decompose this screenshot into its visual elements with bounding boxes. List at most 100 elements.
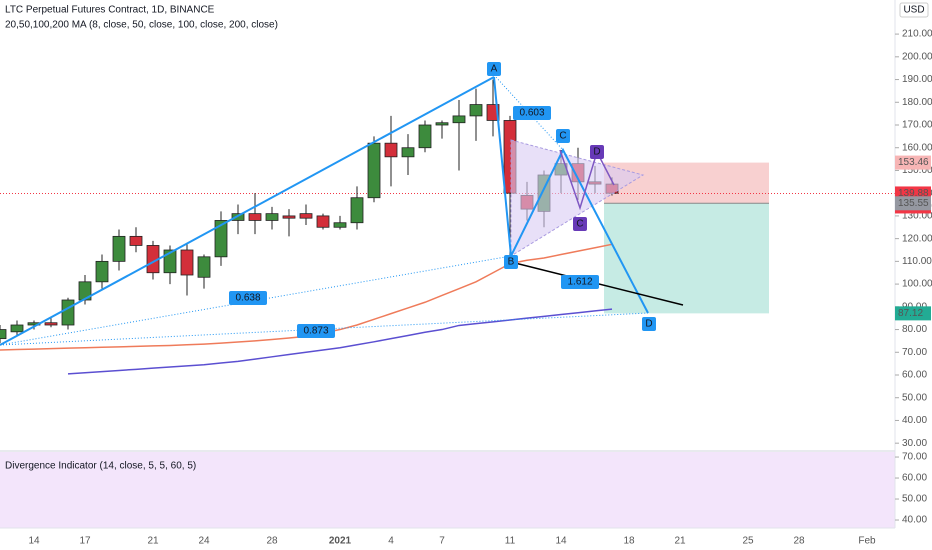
stop-zone bbox=[604, 203, 769, 314]
axes: 30.0040.0050.0060.0070.0080.0090.00100.0… bbox=[28, 29, 932, 547]
y-tick-label: 50.00 bbox=[902, 392, 927, 403]
candle-body bbox=[299, 213, 313, 219]
x-tick-label: 14 bbox=[555, 536, 567, 547]
label-box bbox=[573, 217, 587, 231]
target-zone bbox=[604, 162, 769, 204]
y-tick-label: 80.00 bbox=[902, 324, 927, 335]
candle-body bbox=[435, 122, 449, 126]
candle-body bbox=[44, 322, 58, 326]
candle-body bbox=[282, 215, 296, 219]
xa-line bbox=[0, 76, 495, 346]
y-tick-label: 120.00 bbox=[902, 233, 932, 244]
x-tick-label: 18 bbox=[623, 536, 635, 547]
y-tick-label: 180.00 bbox=[902, 97, 932, 108]
label-box bbox=[561, 275, 599, 289]
candle-body bbox=[384, 142, 398, 158]
candle-body bbox=[452, 115, 466, 124]
candle-body bbox=[180, 249, 194, 276]
x-tick-label: 17 bbox=[79, 536, 91, 547]
candle-body bbox=[95, 260, 109, 283]
x-tick-label: 14 bbox=[28, 536, 40, 547]
y-tick-label: 190.00 bbox=[902, 74, 932, 85]
label-box bbox=[642, 317, 656, 331]
harmonic-pattern bbox=[0, 74, 684, 346]
label-box bbox=[229, 291, 267, 305]
candle-body bbox=[10, 324, 24, 333]
candle-body bbox=[316, 215, 330, 228]
x-tick-label: 7 bbox=[439, 536, 445, 547]
x-tick-label: 24 bbox=[198, 536, 210, 547]
price-tag-label: 135.55 bbox=[898, 198, 929, 209]
candle-body bbox=[248, 213, 262, 221]
label: A bbox=[491, 64, 498, 75]
candle-body bbox=[61, 299, 75, 326]
x-tick-label: 25 bbox=[742, 536, 754, 547]
y-tick-label: 100.00 bbox=[902, 279, 932, 290]
label-box bbox=[556, 129, 570, 143]
price-tag-label: 87.12 bbox=[898, 308, 923, 319]
y-tick-label: 160.00 bbox=[902, 142, 932, 153]
x-tick-label: 2021 bbox=[329, 536, 352, 547]
label: 0.873 bbox=[303, 326, 328, 337]
label: D bbox=[593, 147, 600, 158]
x-tick-label: 28 bbox=[266, 536, 278, 547]
candle-body bbox=[418, 124, 432, 149]
x-tick-label: 21 bbox=[147, 536, 159, 547]
candle-body bbox=[214, 220, 228, 258]
ac-line bbox=[493, 74, 564, 151]
annotations: A B C D C D 0.603 0.638 0.873 1.612 bbox=[229, 62, 656, 338]
x-tick-label: Feb bbox=[858, 536, 876, 547]
y-tick-label: 30.00 bbox=[902, 438, 927, 449]
y-tick-label: 210.00 bbox=[902, 29, 932, 40]
label-box bbox=[487, 62, 501, 76]
x-tick-label: 28 bbox=[793, 536, 805, 547]
label: B bbox=[508, 257, 515, 268]
price-tag bbox=[895, 306, 931, 321]
moving-average bbox=[67, 308, 613, 375]
currency-box bbox=[899, 2, 929, 18]
price-tag-label: 153.46 bbox=[898, 157, 929, 168]
price-tag-label: 139.88 bbox=[898, 188, 929, 199]
candle-body bbox=[265, 213, 279, 221]
y-tick-label: 150.00 bbox=[902, 165, 932, 176]
candle-body bbox=[163, 249, 177, 274]
chart-title: LTC Perpetual Futures Contract, 1D, BINA… bbox=[5, 5, 215, 16]
x-tick-label: 4 bbox=[388, 536, 394, 547]
candle-body bbox=[0, 329, 7, 340]
y-tick-label: 170.00 bbox=[902, 120, 932, 131]
label-box bbox=[504, 255, 518, 269]
label: 0.638 bbox=[235, 293, 260, 304]
label-box bbox=[297, 324, 335, 338]
y-tick-label: 110.00 bbox=[902, 256, 932, 267]
price-tag bbox=[895, 196, 931, 211]
x-tick-label: 21 bbox=[674, 536, 686, 547]
candle-body bbox=[401, 147, 415, 158]
candle-body bbox=[112, 235, 126, 262]
small-pattern bbox=[559, 149, 615, 211]
y-tick-label: 70.00 bbox=[902, 452, 927, 463]
currency: USD bbox=[903, 5, 924, 16]
candle-body bbox=[350, 197, 364, 224]
label-box bbox=[513, 106, 551, 120]
label: 1.612 bbox=[567, 277, 592, 288]
y-tick-label: 200.00 bbox=[902, 51, 932, 62]
y-tick-label: 50.00 bbox=[902, 494, 927, 505]
label: D bbox=[645, 319, 652, 330]
x-tick-label: 11 bbox=[505, 536, 516, 547]
background bbox=[0, 162, 895, 314]
y-tick-label: 70.00 bbox=[902, 347, 927, 358]
label-box bbox=[590, 145, 604, 159]
candle-body bbox=[197, 256, 211, 278]
subtitle: 20,50,100,200 MA (8, close, 50, close, 1… bbox=[5, 20, 278, 31]
y-tick-label: 60.00 bbox=[902, 473, 927, 484]
xb-line bbox=[0, 255, 512, 346]
candle-body bbox=[367, 142, 381, 199]
y-tick-label: 60.00 bbox=[902, 370, 927, 381]
candle-body bbox=[129, 235, 143, 246]
candle-body bbox=[469, 104, 483, 117]
y-tick-label: 130.00 bbox=[902, 211, 932, 222]
price-tag bbox=[895, 155, 931, 170]
abcd-line bbox=[493, 76, 649, 314]
indicator-title: Divergence Indicator (14, close, 5, 5, 6… bbox=[5, 461, 196, 472]
